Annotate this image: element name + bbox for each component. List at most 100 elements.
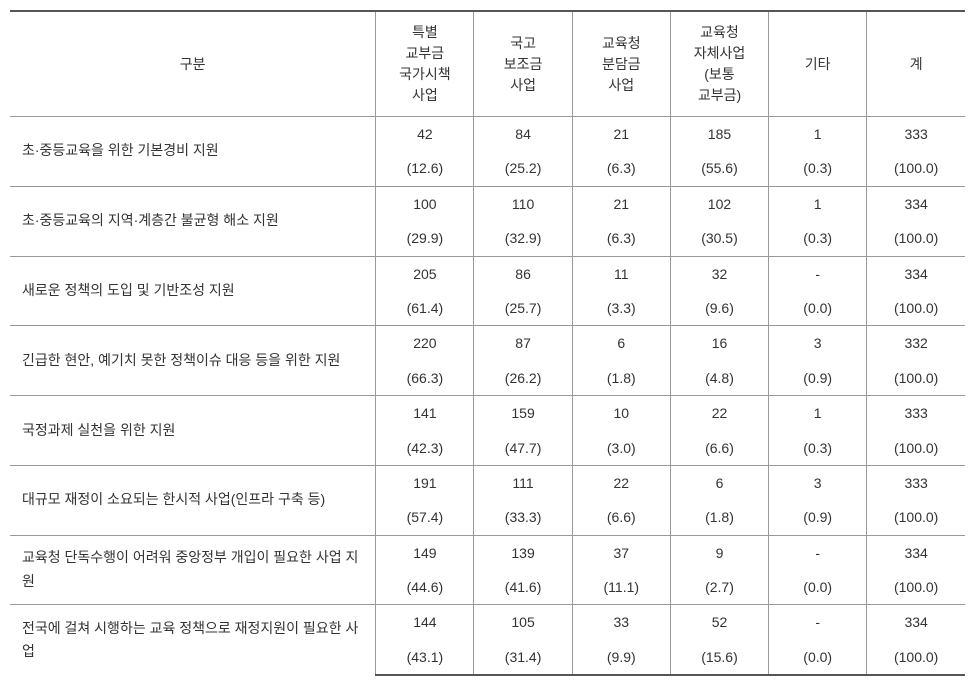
column-header-5: 기타 xyxy=(769,11,867,117)
cell-percent: (55.6) xyxy=(670,151,768,186)
cell-value: 87 xyxy=(474,326,572,361)
cell-percent: (44.6) xyxy=(376,570,474,605)
column-header-1: 특별교부금국가시책사업 xyxy=(376,11,474,117)
cell-value: 10 xyxy=(572,396,670,431)
row-label: 국정과제 실천을 위한 지원 xyxy=(10,396,376,466)
cell-percent: (100.0) xyxy=(867,640,965,675)
cell-percent: (9.6) xyxy=(670,291,768,326)
row-label: 긴급한 현안, 예기치 못한 정책이슈 대응 등을 위한 지원 xyxy=(10,326,376,396)
cell-value: 159 xyxy=(474,396,572,431)
cell-percent: (61.4) xyxy=(376,291,474,326)
table-header: 구분특별교부금국가시책사업국고보조금사업교육청분담금사업교육청자체사업(보통교부… xyxy=(10,11,965,117)
row-label: 초·중등교육의 지역·계층간 불균형 해소 지원 xyxy=(10,186,376,256)
cell-value: 6 xyxy=(670,465,768,500)
cell-value: 9 xyxy=(670,535,768,570)
cell-percent: (6.6) xyxy=(670,431,768,466)
cell-value: 1 xyxy=(769,396,867,431)
cell-value: 220 xyxy=(376,326,474,361)
column-header-4: 교육청자체사업(보통교부금) xyxy=(670,11,768,117)
table-row: 국정과제 실천을 위한 지원14115910221333 xyxy=(10,396,965,431)
cell-value: 3 xyxy=(769,465,867,500)
table-row: 새로운 정책의 도입 및 기반조성 지원205861132-334 xyxy=(10,256,965,291)
cell-value: 84 xyxy=(474,117,572,152)
cell-value: 333 xyxy=(867,465,965,500)
column-header-6: 계 xyxy=(867,11,965,117)
cell-percent: (26.2) xyxy=(474,361,572,396)
cell-percent: (0.0) xyxy=(769,640,867,675)
cell-value: 102 xyxy=(670,186,768,221)
cell-value: 185 xyxy=(670,117,768,152)
table-row: 초·중등교육의 지역·계층간 불균형 해소 지원100110211021334 xyxy=(10,186,965,221)
row-label: 새로운 정책의 도입 및 기반조성 지원 xyxy=(10,256,376,326)
cell-percent: (43.1) xyxy=(376,640,474,675)
cell-value: 149 xyxy=(376,535,474,570)
cell-percent: (100.0) xyxy=(867,151,965,186)
cell-value: 22 xyxy=(572,465,670,500)
cell-percent: (3.3) xyxy=(572,291,670,326)
cell-value: 141 xyxy=(376,396,474,431)
cell-percent: (3.0) xyxy=(572,431,670,466)
cell-percent: (0.3) xyxy=(769,151,867,186)
cell-value: 139 xyxy=(474,535,572,570)
cell-value: 334 xyxy=(867,186,965,221)
cell-value: 334 xyxy=(867,605,965,640)
cell-percent: (100.0) xyxy=(867,221,965,256)
cell-value: 334 xyxy=(867,256,965,291)
cell-value: 3 xyxy=(769,326,867,361)
row-label: 초·중등교육을 위한 기본경비 지원 xyxy=(10,117,376,187)
cell-percent: (31.4) xyxy=(474,640,572,675)
table-row: 전국에 걸쳐 시행하는 교육 정책으로 재정지원이 필요한 사업14410533… xyxy=(10,605,965,640)
cell-percent: (1.8) xyxy=(572,361,670,396)
cell-value: 205 xyxy=(376,256,474,291)
cell-percent: (42.3) xyxy=(376,431,474,466)
cell-percent: (100.0) xyxy=(867,500,965,535)
column-header-3: 교육청분담금사업 xyxy=(572,11,670,117)
cell-value: 37 xyxy=(572,535,670,570)
table-row: 교육청 단독수행이 어려워 중앙정부 개입이 필요한 사업 지원14913937… xyxy=(10,535,965,570)
cell-value: 110 xyxy=(474,186,572,221)
cell-value: 33 xyxy=(572,605,670,640)
cell-percent: (0.3) xyxy=(769,431,867,466)
table-row: 긴급한 현안, 예기치 못한 정책이슈 대응 등을 위한 지원220876163… xyxy=(10,326,965,361)
cell-value: 6 xyxy=(572,326,670,361)
cell-percent: (41.6) xyxy=(474,570,572,605)
cell-percent: (32.9) xyxy=(474,221,572,256)
cell-percent: (100.0) xyxy=(867,570,965,605)
header-row: 구분특별교부금국가시책사업국고보조금사업교육청분담금사업교육청자체사업(보통교부… xyxy=(10,11,965,117)
cell-percent: (0.3) xyxy=(769,221,867,256)
cell-percent: (9.9) xyxy=(572,640,670,675)
cell-value: 100 xyxy=(376,186,474,221)
cell-percent: (15.6) xyxy=(670,640,768,675)
cell-percent: (0.0) xyxy=(769,291,867,326)
row-label: 전국에 걸쳐 시행하는 교육 정책으로 재정지원이 필요한 사업 xyxy=(10,605,376,675)
column-header-0: 구분 xyxy=(10,11,376,117)
cell-percent: (25.7) xyxy=(474,291,572,326)
cell-percent: (29.9) xyxy=(376,221,474,256)
cell-value: 1 xyxy=(769,186,867,221)
cell-value: 22 xyxy=(670,396,768,431)
cell-percent: (0.0) xyxy=(769,570,867,605)
cell-percent: (100.0) xyxy=(867,361,965,396)
cell-percent: (100.0) xyxy=(867,291,965,326)
row-label: 교육청 단독수행이 어려워 중앙정부 개입이 필요한 사업 지원 xyxy=(10,535,376,605)
cell-value: 333 xyxy=(867,396,965,431)
cell-percent: (2.7) xyxy=(670,570,768,605)
cell-value: 332 xyxy=(867,326,965,361)
table-row: 대규모 재정이 소요되는 한시적 사업(인프라 구축 등)19111122633… xyxy=(10,465,965,500)
cell-value: 52 xyxy=(670,605,768,640)
cell-value: 21 xyxy=(572,117,670,152)
cell-percent: (25.2) xyxy=(474,151,572,186)
cell-value: 191 xyxy=(376,465,474,500)
cell-value: 111 xyxy=(474,465,572,500)
cell-value: 334 xyxy=(867,535,965,570)
cell-percent: (57.4) xyxy=(376,500,474,535)
data-table: 구분특별교부금국가시책사업국고보조금사업교육청분담금사업교육청자체사업(보통교부… xyxy=(10,10,965,676)
cell-percent: (0.9) xyxy=(769,361,867,396)
table-row: 초·중등교육을 위한 기본경비 지원4284211851333 xyxy=(10,117,965,152)
cell-percent: (100.0) xyxy=(867,431,965,466)
cell-percent: (6.3) xyxy=(572,221,670,256)
cell-value: 11 xyxy=(572,256,670,291)
cell-percent: (47.7) xyxy=(474,431,572,466)
cell-value: 1 xyxy=(769,117,867,152)
cell-value: 16 xyxy=(670,326,768,361)
